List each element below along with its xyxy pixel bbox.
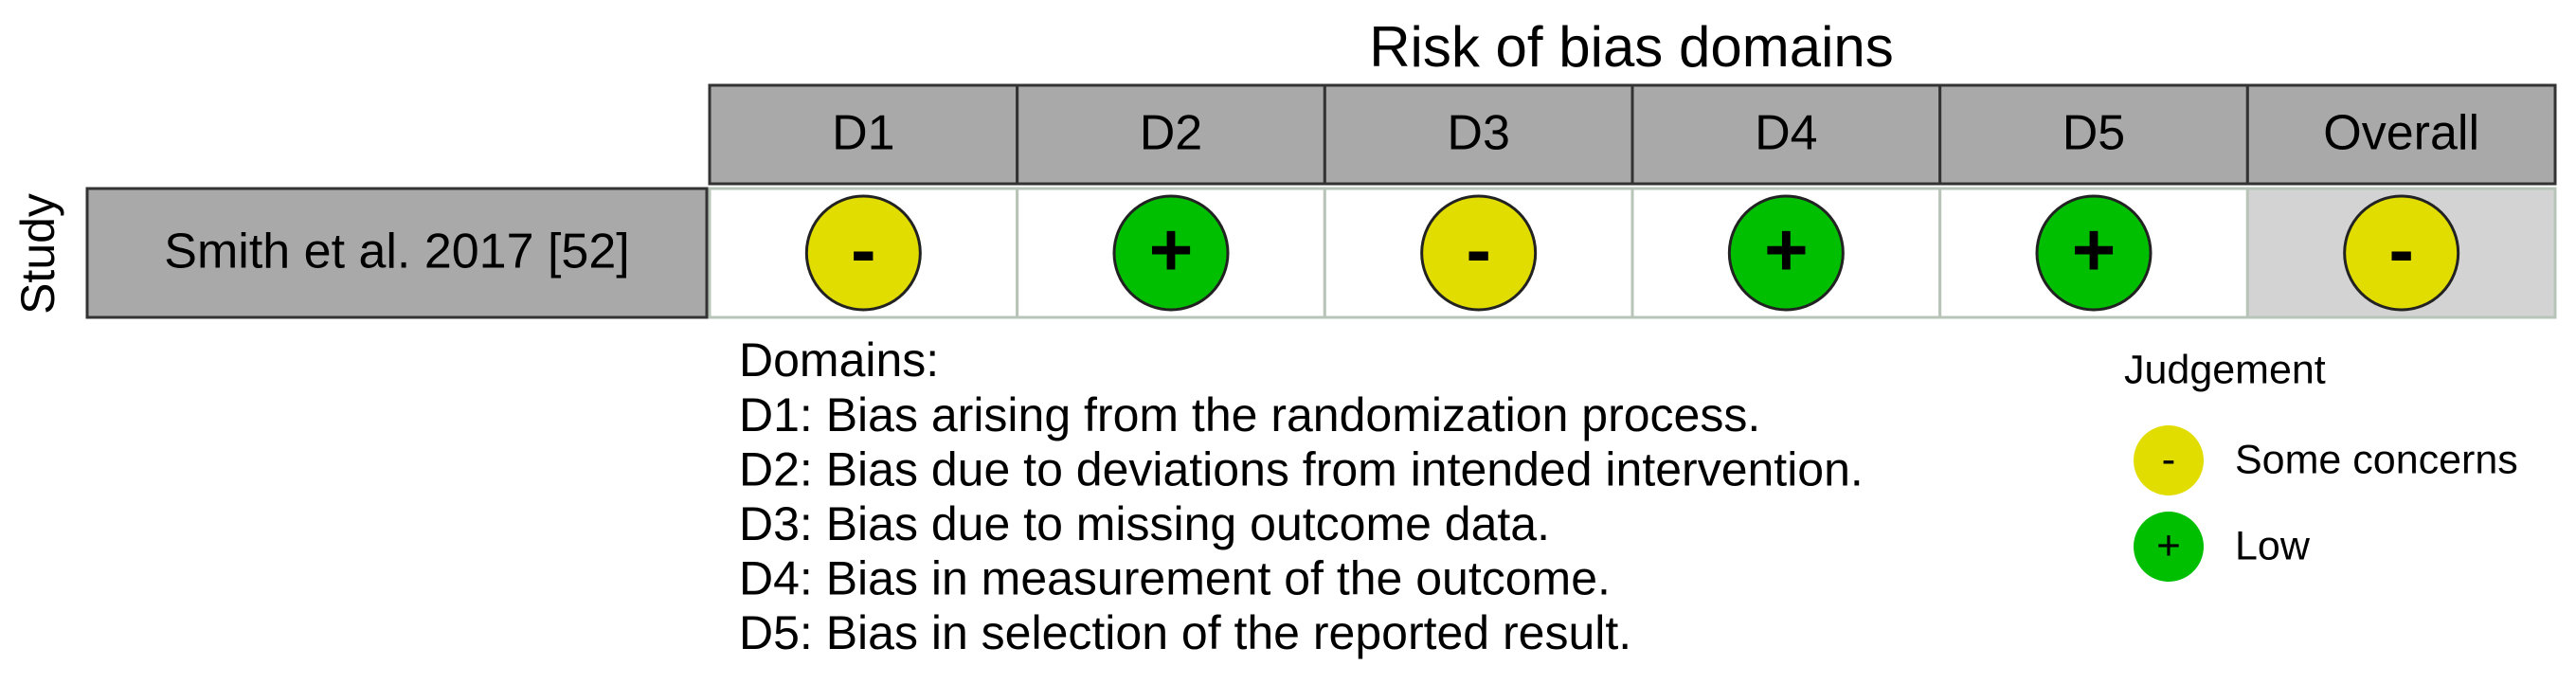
judgement-circle [1420, 194, 1538, 312]
legend-symbol: - [2162, 437, 2176, 483]
domain-description: D3: Bias due to missing outcome data. [739, 497, 1550, 550]
y-axis-label: Study [11, 193, 64, 315]
column-header: D2 [1140, 106, 1202, 161]
judgement-symbol: - [1466, 207, 1491, 292]
column-header-cell [708, 83, 1019, 186]
domain-description: D2: Bias due to deviations from intended… [739, 443, 1864, 496]
judgement-symbol: + [1149, 207, 1194, 292]
domain-description: D5: Bias in selection of the reported re… [739, 606, 1631, 659]
judgement-circle [1727, 194, 1845, 312]
column-header: Overall [2323, 106, 2479, 161]
judgement-circle [2343, 194, 2460, 312]
legend-label: Some concerns [2235, 437, 2518, 482]
study-label-cell [85, 187, 709, 319]
domain-description: D4: Bias in measurement of the outcome. [739, 552, 1611, 605]
domain-description: D1: Bias arising from the randomization … [739, 388, 1760, 441]
column-header-cell [1016, 83, 1326, 186]
judgement-symbol: - [2388, 207, 2414, 292]
judgement-circle [804, 194, 922, 312]
column-header: D3 [1447, 106, 1509, 161]
study-label: Smith et al. 2017 [52] [164, 225, 629, 279]
column-header: D5 [2063, 106, 2125, 161]
judgement-symbol: + [1764, 207, 1809, 292]
legend-symbol: + [2156, 523, 2181, 569]
domains-heading: Domains: [739, 333, 939, 387]
judgement-circle [2035, 194, 2153, 312]
column-header-cell [1938, 83, 2249, 186]
judgement-symbol: + [2072, 207, 2117, 292]
column-header-cell [2245, 83, 2557, 186]
column-header: D1 [832, 106, 894, 161]
legend-label: Low [2235, 523, 2311, 568]
column-header: D4 [1755, 106, 1817, 161]
plot-title: Risk of bias domains [1369, 15, 1894, 79]
judgement-symbol: - [851, 207, 876, 292]
judgement-circle [1112, 194, 1230, 312]
column-header-cell [1323, 83, 1634, 186]
legend-circle [2134, 512, 2204, 582]
legend-title: Judgement [2124, 347, 2326, 392]
legend-circle [2134, 425, 2204, 495]
